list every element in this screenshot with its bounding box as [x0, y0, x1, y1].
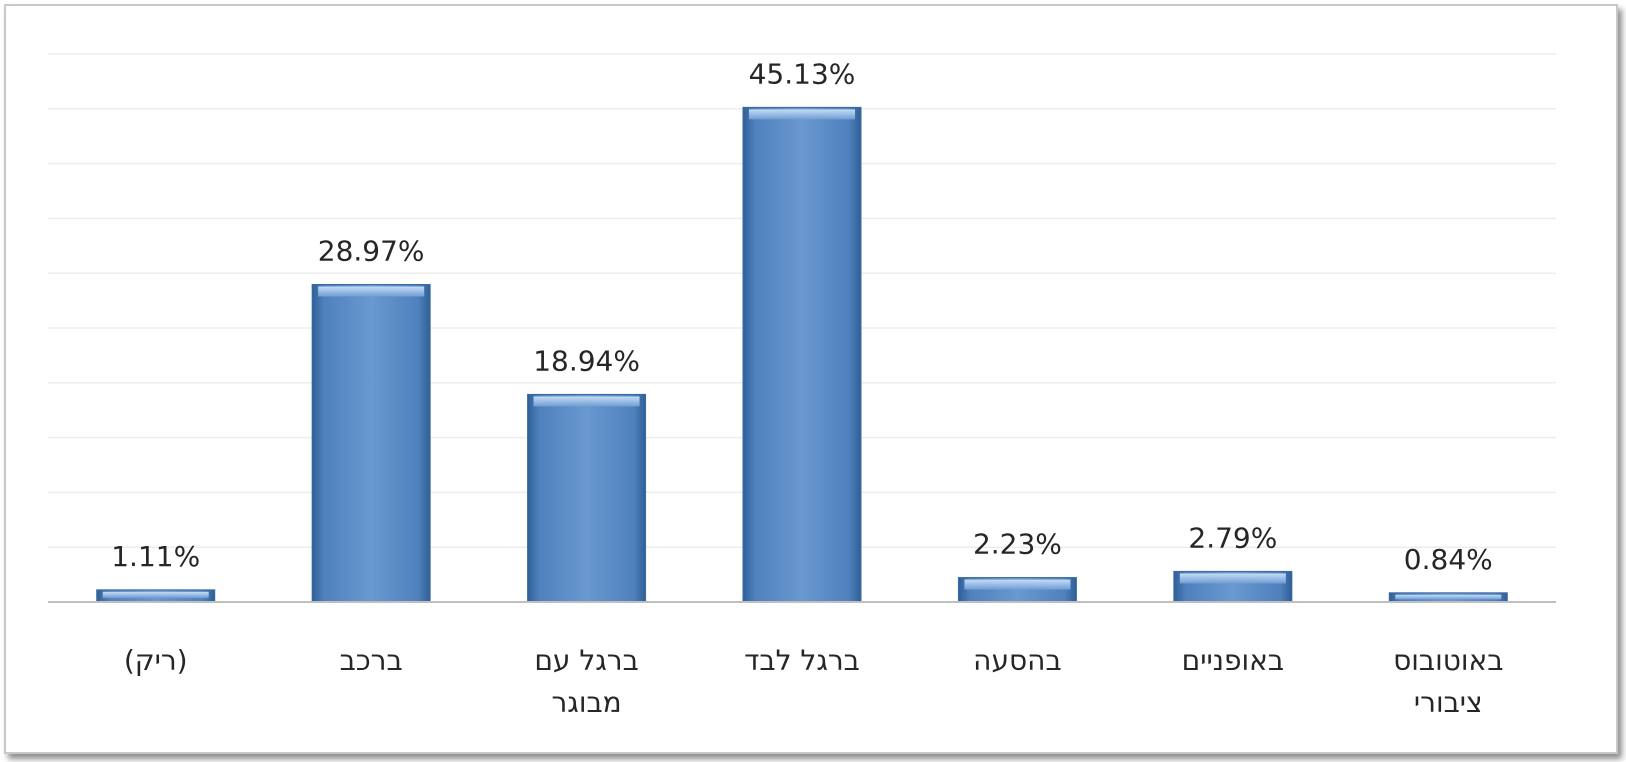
category-label: ברכב — [340, 644, 403, 677]
data-label: 2.23% — [973, 528, 1062, 561]
category-label: ציבורי — [1414, 686, 1483, 719]
bar-highlight — [1395, 594, 1502, 600]
bar — [1173, 570, 1293, 603]
chart-frame: 1.11% 28.97% 18.94% 45.13% 2.23% 2.79% 0.84% (… — [4, 4, 1618, 754]
data-label: 45.13% — [749, 57, 856, 90]
category-label: באוטובוס — [1393, 644, 1503, 677]
data-label: 18.94% — [533, 344, 640, 377]
bar-highlight — [964, 579, 1071, 590]
bar — [742, 106, 862, 603]
data-label: 2.79% — [1188, 521, 1277, 554]
bar-highlight — [1179, 573, 1286, 584]
category-label: (ריק) — [124, 644, 188, 677]
category-label: בהסעה — [973, 644, 1061, 677]
data-label: 1.11% — [111, 540, 200, 573]
bars-group — [96, 106, 1508, 603]
bar-chart: 1.11% 28.97% 18.94% 45.13% 2.23% 2.79% 0.84% (… — [48, 53, 1556, 719]
bar — [527, 393, 647, 603]
category-label: ברגל לבד — [744, 644, 860, 677]
category-label: ברגל עם — [534, 644, 638, 677]
bar-highlight — [102, 591, 209, 598]
bar — [96, 589, 216, 603]
bar — [1388, 592, 1508, 603]
data-labels-group: 1.11% 28.97% 18.94% 45.13% 2.23% 2.79% 0.84% — [111, 57, 1493, 575]
bar-highlight — [749, 109, 855, 120]
bar-body — [527, 393, 647, 603]
bar-highlight — [318, 286, 425, 297]
category-label: מבוגר — [551, 686, 621, 719]
category-label: באופניים — [1182, 644, 1284, 677]
bar-highlight — [533, 396, 640, 407]
data-label: 28.97% — [318, 234, 425, 267]
bar — [311, 283, 431, 603]
bar — [957, 577, 1077, 603]
bar-body — [311, 283, 431, 603]
bar-body — [742, 106, 862, 603]
category-labels-group: (ריק) ברכב ברגל עם מבוגר ברגל לבד בהסעה באופני… — [124, 644, 1504, 719]
data-label: 0.84% — [1404, 543, 1493, 576]
